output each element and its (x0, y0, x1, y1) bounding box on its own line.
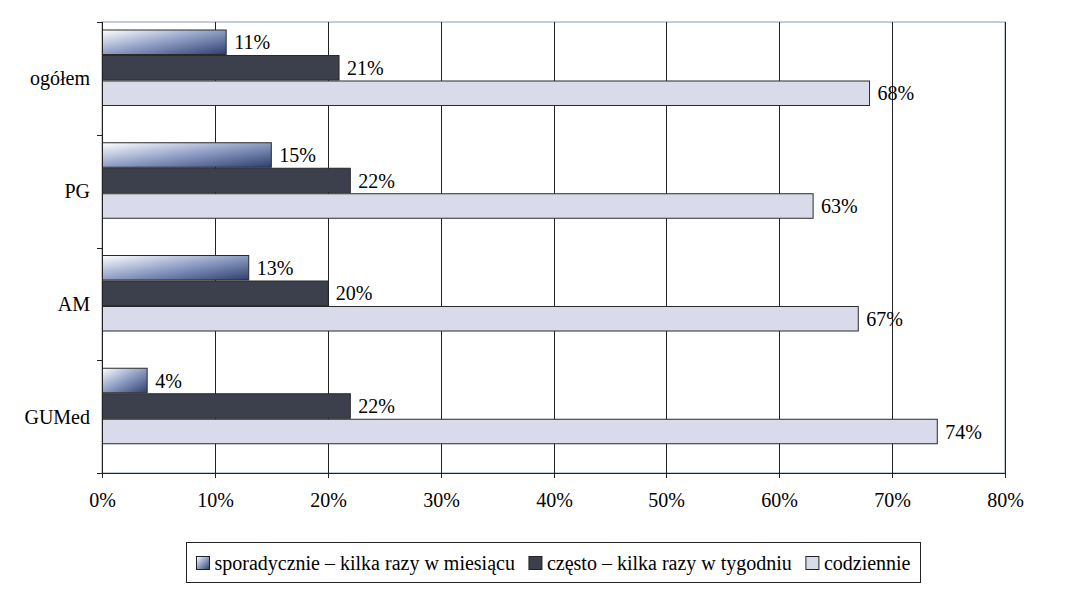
tick-label: 20% (310, 489, 347, 511)
bar (102, 81, 870, 106)
category-label: AM (58, 293, 90, 315)
data-label: 68% (878, 82, 915, 104)
data-label: 22% (358, 395, 395, 417)
category-separator (97, 135, 102, 136)
tick-label: 50% (648, 489, 685, 511)
legend-label: codziennie (824, 552, 911, 574)
x-axis (102, 473, 1005, 474)
data-label: 4% (155, 370, 182, 392)
data-label: 63% (821, 195, 858, 217)
bar (102, 168, 350, 193)
legend-box (187, 543, 921, 583)
tick-label: 30% (423, 489, 460, 511)
data-labels: 11% 21% 68% 15% 22% 63% 13% 20% 67% 4% 22% 74% (155, 31, 982, 442)
bar (102, 143, 271, 168)
legend-swatch (196, 557, 209, 570)
bar (102, 256, 249, 281)
bar (102, 419, 937, 444)
category-label: PG (64, 180, 90, 202)
legend: sporadycznie – kilka razy w miesiącu częs… (187, 543, 921, 583)
legend-label: sporadycznie – kilka razy w miesiącu (214, 552, 514, 575)
plot-frame (102, 22, 1005, 473)
tick-label: 60% (761, 489, 798, 511)
tick-label: 10% (197, 489, 234, 511)
legend-label: często – kilka razy w tygodniu (547, 552, 792, 575)
legend-swatch (529, 557, 542, 570)
chart: 0% 10% 20% 30% 40% 50% 60% 70% 80% 11% 21% 68% 15% 22… (0, 0, 1070, 601)
tick-label: 40% (536, 489, 573, 511)
category-separator (97, 360, 102, 361)
bar (102, 194, 813, 219)
category-separator (97, 473, 102, 474)
category-separator (97, 22, 102, 23)
bar (102, 56, 339, 81)
category-separator (97, 248, 102, 249)
tick-label: 70% (874, 489, 911, 511)
bar (102, 394, 350, 419)
category-label: ogółem (30, 67, 90, 90)
bar (102, 30, 226, 55)
bars (102, 30, 937, 444)
grid (103, 22, 1006, 478)
data-label: 20% (336, 282, 373, 304)
tick-label: 80% (987, 489, 1024, 511)
data-label: 74% (945, 421, 982, 443)
y-axis (102, 22, 103, 473)
legend-swatch (806, 557, 819, 570)
data-label: 11% (234, 31, 270, 53)
data-label: 21% (347, 57, 384, 79)
grid-line (1005, 22, 1006, 473)
category-label: GUMed (24, 406, 90, 428)
tick-mark (1005, 473, 1006, 478)
data-label: 22% (358, 170, 395, 192)
data-label: 67% (866, 308, 903, 330)
data-label: 15% (279, 144, 316, 166)
bar (102, 307, 858, 332)
tick-label: 0% (89, 489, 116, 511)
bar (102, 368, 147, 393)
bar (102, 281, 328, 306)
data-label: 13% (257, 257, 294, 279)
